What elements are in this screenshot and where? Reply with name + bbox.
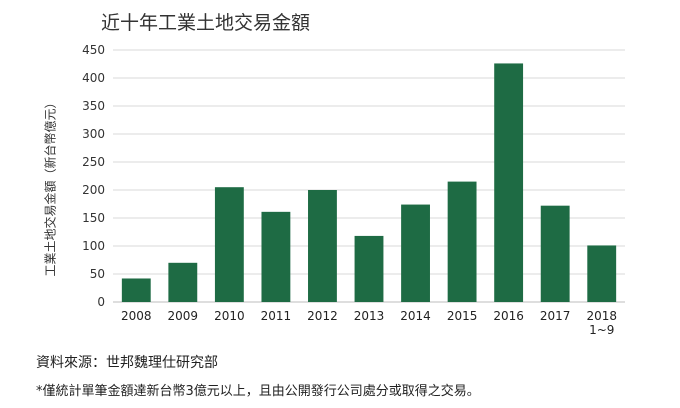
y-tick-labels: 0 50 100 150 200 250 300 350 400 450 (82, 43, 105, 309)
y-tick-label: 400 (82, 71, 105, 85)
bar (308, 190, 337, 302)
x-tick-label: 2011 (261, 309, 292, 323)
bar (401, 204, 430, 302)
y-tick-label: 50 (90, 267, 105, 281)
x-tick-label: 2010 (214, 309, 245, 323)
source-note: 資料來源：世邦魏理仕研究部 (36, 355, 218, 371)
y-tick-label: 450 (82, 43, 105, 57)
bar (121, 278, 151, 302)
y-tick-label: 0 (97, 295, 105, 309)
bar (214, 187, 244, 302)
y-tick-label: 100 (82, 239, 105, 253)
bar (261, 211, 291, 302)
y-tick-label: 150 (82, 211, 105, 225)
x-tick-label: 2012 (307, 309, 338, 323)
bar (168, 262, 198, 302)
x-tick-label: 2018 1~9 (586, 309, 617, 337)
x-tick-labels: 2008 2009 2010 2011 2012 2013 2014 2015 2016 2017… (121, 309, 617, 337)
y-tick-label: 350 (82, 99, 105, 113)
bar (540, 205, 570, 302)
x-tick-label: 2009 (168, 309, 199, 323)
x-tick-label: 2016 (493, 309, 524, 323)
chart-title: 近十年工業土地交易金額 (101, 12, 311, 34)
x-tick-label: 2015 (447, 309, 478, 323)
bar (494, 63, 524, 302)
x-tick-label: 2008 (121, 309, 152, 323)
bars (121, 63, 617, 302)
bar (354, 235, 384, 302)
x-tick-label: 2014 (400, 309, 431, 323)
y-tick-label: 300 (82, 127, 105, 141)
y-tick-label: 250 (82, 155, 105, 169)
x-tick-label: 2013 (354, 309, 385, 323)
footnote: *僅統計單筆金額達新台幣3億元以上，且由公開發行公司處分或取得之交易。 (36, 384, 480, 399)
y-tick-label: 200 (82, 183, 105, 197)
x-tick-label: 2017 (540, 309, 571, 323)
bar (447, 181, 477, 302)
bar (587, 245, 617, 302)
